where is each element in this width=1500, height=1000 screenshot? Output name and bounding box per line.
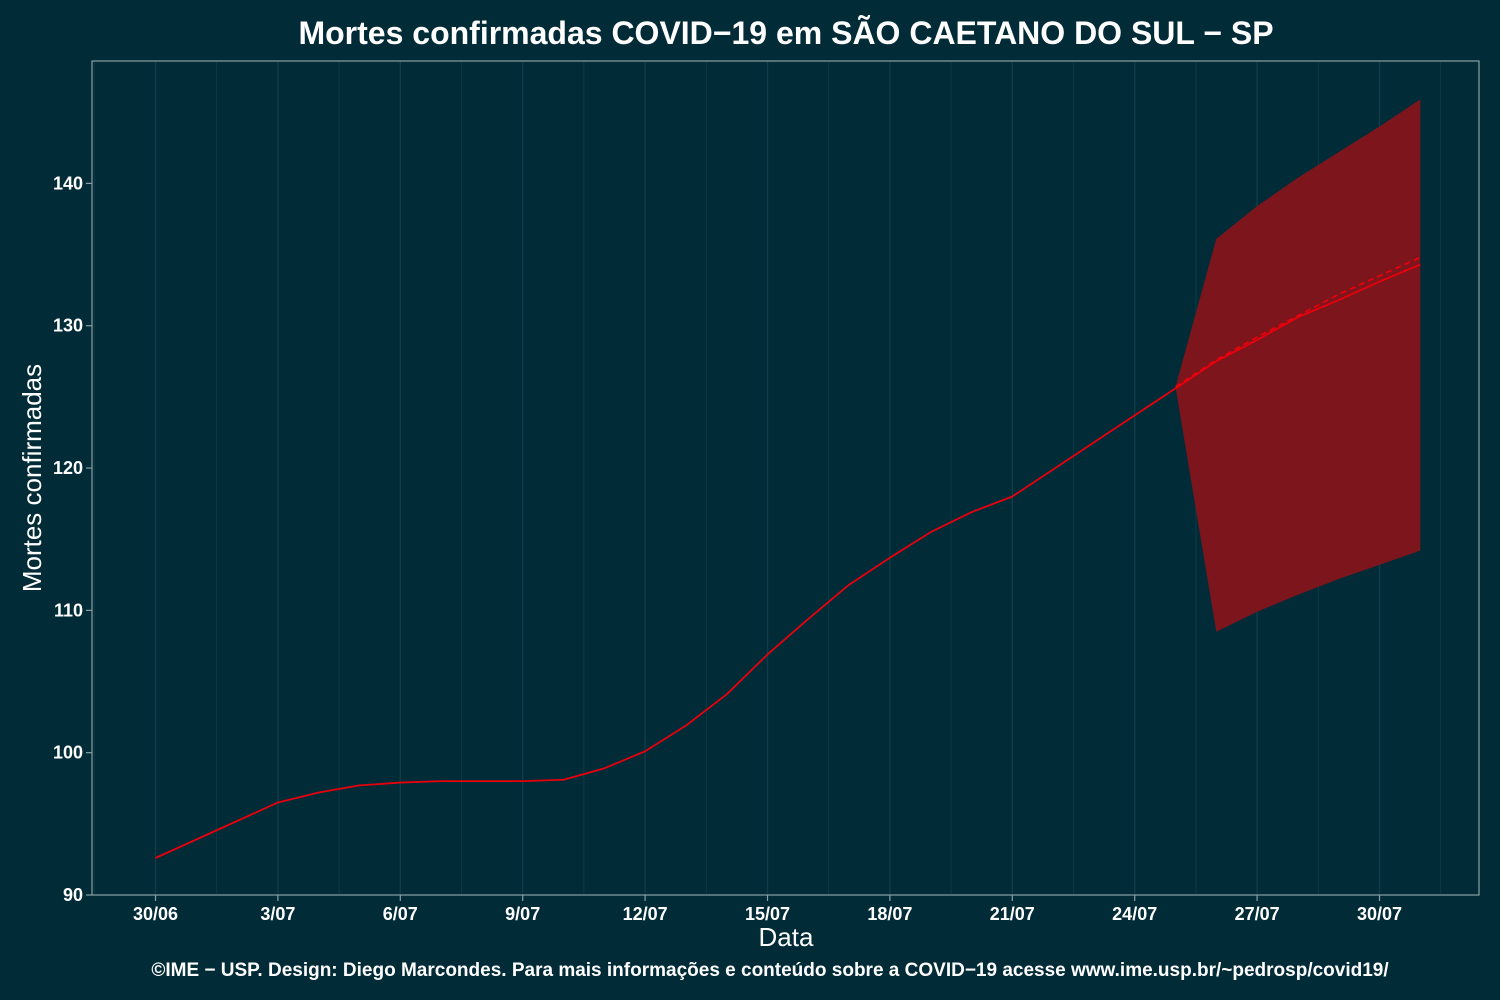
y-tick-label: 120 <box>53 458 83 478</box>
x-tick-label: 18/07 <box>867 904 912 924</box>
x-tick-label: 27/07 <box>1235 904 1280 924</box>
grid <box>93 61 1442 895</box>
x-tick-label: 24/07 <box>1112 904 1157 924</box>
x-axis-title: Data <box>759 922 814 952</box>
x-tick-label: 15/07 <box>745 904 790 924</box>
chart-title: Mortes confirmadas COVID−19 em SÃO CAETA… <box>298 15 1273 51</box>
x-tick-label: 12/07 <box>623 904 668 924</box>
plot-frame <box>91 60 1480 896</box>
x-tick-label: 6/07 <box>383 904 418 924</box>
forecast-dashed-line <box>1175 256 1421 388</box>
x-tick-label: 30/07 <box>1357 904 1402 924</box>
x-tick-label: 21/07 <box>990 904 1035 924</box>
y-axis: 90 100 110 120 130 140 <box>53 173 92 905</box>
x-axis: 30/06 3/07 6/07 9/07 12/07 15/07 18/07 21/07 24/… <box>133 895 1402 924</box>
y-tick-label: 100 <box>53 743 83 763</box>
y-tick-label: 130 <box>53 316 83 336</box>
x-tick-label: 30/06 <box>133 904 178 924</box>
y-tick-label: 90 <box>63 885 83 905</box>
x-tick-label: 3/07 <box>260 904 295 924</box>
deaths-line <box>155 263 1421 859</box>
confidence-band-layer <box>1175 99 1421 632</box>
y-axis-title: Mortes confirmadas <box>17 364 47 592</box>
series-layer <box>155 256 1421 859</box>
x-tick-label: 9/07 <box>505 904 540 924</box>
confidence-band <box>1175 99 1421 632</box>
y-tick-label: 110 <box>54 600 83 620</box>
y-tick-label: 140 <box>53 173 83 193</box>
caption: ©IME − USP. Design: Diego Marcondes. Par… <box>151 960 1389 981</box>
